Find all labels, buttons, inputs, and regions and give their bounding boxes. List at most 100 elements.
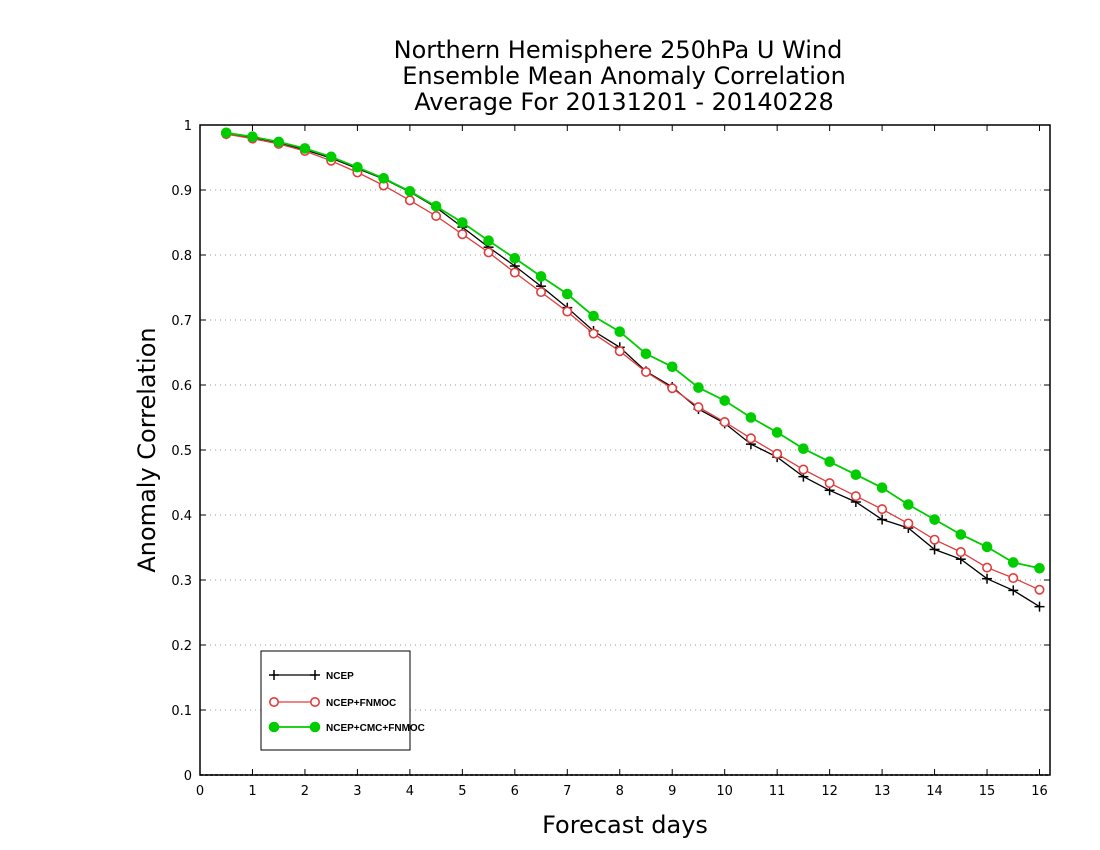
series-1-point bbox=[719, 417, 730, 428]
series-2-point bbox=[614, 326, 626, 338]
legend-label-0: NCEP bbox=[326, 671, 354, 682]
y-tick-label: 1 bbox=[184, 119, 192, 134]
series-2-point bbox=[561, 288, 573, 300]
series-0-point bbox=[982, 573, 993, 584]
legend-marker-2 bbox=[309, 721, 321, 733]
y-tick-label: 0.1 bbox=[171, 704, 192, 719]
x-tick-label: 0 bbox=[196, 784, 204, 799]
series-0 bbox=[221, 129, 1045, 612]
title-line-2: Ensemble Mean Anomaly Correlation bbox=[402, 62, 846, 90]
legend: NCEP NCEP+FNMOC NCEP+CMC+FNMOC bbox=[260, 650, 425, 751]
series-1-point bbox=[431, 211, 442, 222]
series-1-point bbox=[640, 366, 651, 377]
series-0-point bbox=[877, 514, 888, 525]
series-2-point bbox=[693, 382, 704, 393]
series-1-point bbox=[483, 247, 494, 258]
series-1-point bbox=[509, 267, 520, 278]
series-2-point bbox=[352, 161, 363, 173]
series-2-point bbox=[771, 427, 783, 438]
x-tick-label: 13 bbox=[874, 784, 891, 799]
legend-marker-1 bbox=[268, 696, 279, 707]
x-tick-label: 8 bbox=[616, 784, 624, 799]
series-2-point bbox=[509, 252, 521, 264]
series-2 bbox=[220, 127, 1045, 574]
series-1-point bbox=[955, 547, 966, 558]
x-axis-label: Forecast days bbox=[542, 811, 708, 839]
series-2-point bbox=[929, 514, 940, 525]
y-tick-label: 0.4 bbox=[171, 509, 192, 524]
x-tick-label: 14 bbox=[926, 784, 943, 799]
series-2-point bbox=[378, 173, 389, 184]
series-2-point bbox=[640, 348, 652, 360]
y-tick-label: 0.5 bbox=[171, 444, 192, 459]
legend-box bbox=[260, 650, 411, 751]
y-tick-label: 0.7 bbox=[171, 314, 192, 329]
title-line-1: Northern Hemisphere 250hPa U Wind bbox=[394, 36, 843, 64]
x-tick-label: 16 bbox=[1031, 784, 1048, 799]
legend-label-2: NCEP+CMC+FNMOC bbox=[326, 723, 425, 734]
y-tick-label: 0 bbox=[184, 769, 192, 784]
series-1-point bbox=[824, 478, 835, 489]
series-1-point bbox=[404, 195, 415, 206]
series-2-point bbox=[1034, 563, 1045, 574]
x-tick-label: 6 bbox=[511, 784, 519, 799]
x-tick-label: 11 bbox=[769, 784, 786, 799]
series-2-point bbox=[299, 143, 311, 154]
series-1-point bbox=[772, 448, 783, 459]
series-1-point bbox=[903, 518, 914, 529]
series-2-point bbox=[719, 395, 730, 406]
series-2-point bbox=[535, 271, 547, 282]
y-tick-label: 0.2 bbox=[171, 639, 192, 654]
series-2-point bbox=[247, 131, 258, 142]
series-0-point bbox=[1008, 585, 1019, 596]
series-2-point bbox=[273, 136, 285, 148]
series-2-point bbox=[666, 361, 678, 373]
series-2-point bbox=[876, 482, 888, 494]
chart-title: Northern Hemisphere 250hPa U Wind Ensemb… bbox=[394, 36, 846, 116]
series-2-point bbox=[325, 151, 337, 163]
title-line-3: Average For 20131201 - 20140228 bbox=[414, 88, 834, 116]
series-2-point bbox=[430, 200, 442, 212]
y-tick-label: 0.6 bbox=[171, 379, 192, 394]
axis-ticks: 00.10.20.30.40.50.60.70.80.910 1 2 3 4 5 6 7 8 9 1… bbox=[171, 119, 1050, 799]
legend-marker-0 bbox=[269, 670, 279, 680]
series-1-point bbox=[1008, 573, 1019, 584]
x-tick-label: 2 bbox=[301, 784, 309, 799]
series-2-point bbox=[981, 541, 993, 553]
legend-marker-0 bbox=[310, 670, 320, 680]
x-tick-label: 5 bbox=[458, 784, 466, 799]
series-0-point bbox=[929, 544, 940, 555]
series-1-point bbox=[850, 491, 861, 502]
series-2-point bbox=[903, 499, 914, 510]
series-2-point bbox=[404, 186, 416, 197]
series-1-point bbox=[929, 534, 940, 545]
x-tick-label: 4 bbox=[406, 784, 414, 799]
x-tick-label: 10 bbox=[716, 784, 733, 799]
series-0-point bbox=[1034, 601, 1045, 612]
series-2-point bbox=[1007, 557, 1019, 568]
series-1-point bbox=[1034, 584, 1045, 595]
series-1-point bbox=[614, 346, 625, 357]
series-1-point bbox=[877, 504, 888, 515]
legend-marker-1 bbox=[309, 696, 320, 707]
legend-marker-2 bbox=[268, 721, 280, 733]
series-2-point bbox=[798, 443, 809, 455]
grid-lines bbox=[200, 189, 1050, 711]
series-2-point bbox=[745, 412, 757, 423]
series-1-point bbox=[457, 229, 468, 240]
series-1-point bbox=[562, 306, 573, 317]
y-tick-label: 0.9 bbox=[171, 184, 192, 199]
x-tick-label: 12 bbox=[821, 784, 838, 799]
series-1-point bbox=[745, 433, 756, 444]
x-tick-label: 9 bbox=[668, 784, 676, 799]
y-axis-label: Anomaly Correlation bbox=[133, 327, 161, 572]
series-2-point bbox=[955, 529, 967, 540]
series-2-point bbox=[850, 469, 862, 481]
series-2-point bbox=[457, 217, 468, 228]
series-2-point bbox=[588, 310, 599, 322]
series-2-point bbox=[220, 127, 232, 139]
series-line-0 bbox=[226, 133, 1040, 608]
x-tick-label: 1 bbox=[248, 784, 256, 799]
series-1-point bbox=[798, 464, 809, 475]
